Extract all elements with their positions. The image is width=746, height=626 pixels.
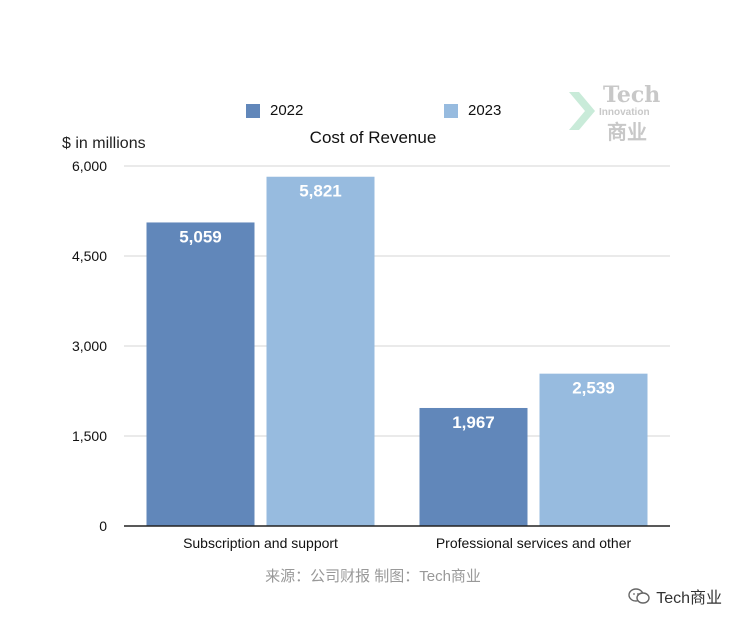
chart-title: Cost of Revenue xyxy=(309,128,437,147)
account-badge: Tech商业 xyxy=(628,584,722,608)
y-tick-label: 1,500 xyxy=(72,428,107,444)
legend-swatch-2023 xyxy=(444,103,458,118)
bar-value-label: 2,539 xyxy=(572,379,615,398)
bar-value-label: 5,821 xyxy=(299,182,342,201)
bar xyxy=(146,222,255,526)
bar-value-label: 1,967 xyxy=(452,413,495,432)
legend-label-2023: 2023 xyxy=(468,102,502,119)
legend-label-2022: 2022 xyxy=(270,102,304,119)
legend-swatch-2022 xyxy=(246,103,260,118)
bar xyxy=(266,176,375,527)
legend-item-2022: 2022 xyxy=(246,102,303,119)
y-tick-label: 4,500 xyxy=(72,248,107,264)
unit-label: $ in millions xyxy=(62,135,146,152)
watermark-text-tech: Tech xyxy=(603,82,661,108)
wechat-icon xyxy=(628,588,650,604)
watermark-text-shangye: 商业 xyxy=(607,122,647,144)
y-tick-label: 0 xyxy=(99,518,107,534)
legend-item-2023: 2023 xyxy=(444,102,501,119)
x-tick-label: Professional services and other xyxy=(436,535,632,551)
bar xyxy=(419,407,528,526)
source-note: 来源：公司财报 制图：Tech商业 xyxy=(265,568,481,585)
bar-value-label: 5,059 xyxy=(179,227,222,246)
badge-text: Tech商业 xyxy=(656,590,722,607)
x-tick-label: Subscription and support xyxy=(183,535,338,551)
chevron-icon xyxy=(569,92,595,130)
bar xyxy=(539,373,648,526)
y-tick-label: 3,000 xyxy=(72,338,107,354)
watermark-text-innovation: Innovation xyxy=(599,107,650,118)
watermark-logo: Tech Innovation 商业 xyxy=(565,80,675,144)
y-tick-label: 6,000 xyxy=(72,158,107,174)
